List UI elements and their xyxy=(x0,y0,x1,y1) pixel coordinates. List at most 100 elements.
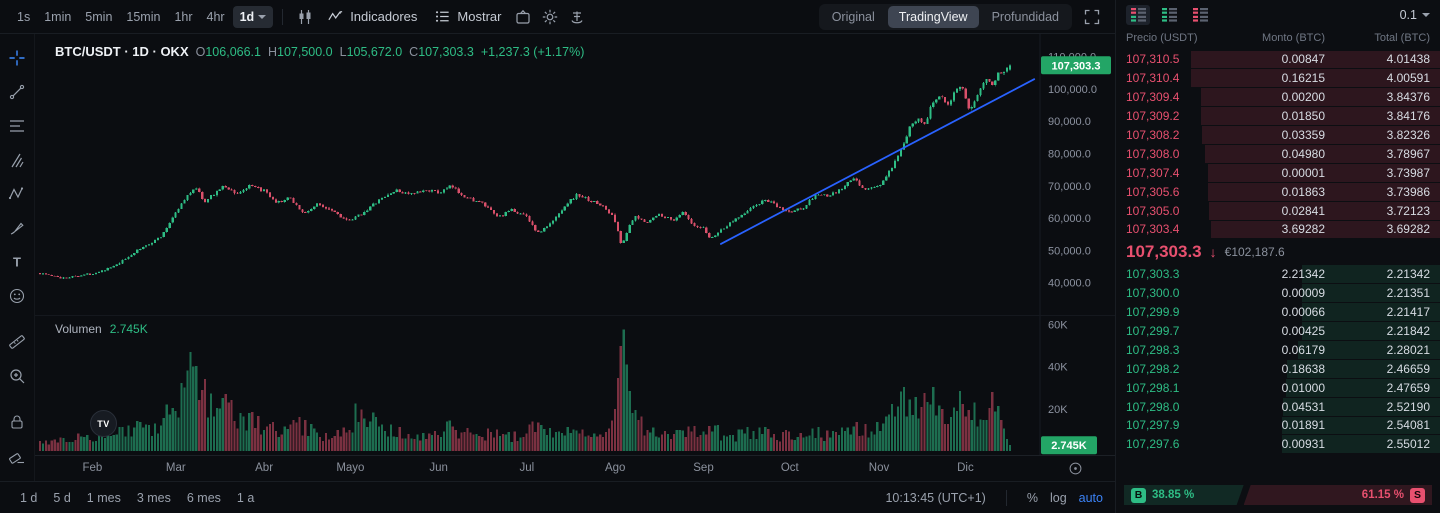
ask-total: 4.01438 xyxy=(1386,52,1430,67)
ask-row[interactable]: 107,309.4 0.00200 3.84376 xyxy=(1116,88,1440,107)
bid-total: 2.46659 xyxy=(1386,361,1430,376)
chart-toolbar: 1s 1min 5min 15min 1hr 4hr 1d Indicadores Mos… xyxy=(0,0,1115,34)
trendline-icon[interactable] xyxy=(5,80,29,104)
timeframe-1min[interactable]: 1min xyxy=(44,9,72,24)
range-1a[interactable]: 1 a xyxy=(236,490,255,505)
range-3mes[interactable]: 3 mes xyxy=(136,490,171,505)
anchor-icon[interactable] xyxy=(564,4,590,30)
time-label-Abr: Abr xyxy=(255,462,274,474)
ask-amount: 0.00200 xyxy=(1281,90,1325,105)
bid-price: 107,298.3 xyxy=(1126,342,1180,357)
drawing-toolbar: T xyxy=(0,34,35,481)
bid-row[interactable]: 107,298.2 0.18638 2.46659 xyxy=(1116,359,1440,378)
timeframe-active-button[interactable]: 1d xyxy=(232,5,274,28)
bid-row[interactable]: 107,297.9 0.01891 2.54081 xyxy=(1116,416,1440,435)
emoji-icon[interactable] xyxy=(5,284,29,308)
chart-type-candles-icon[interactable] xyxy=(292,4,318,30)
price-chart[interactable]: 110,000.0100,000.090,000.080,000.070,000… xyxy=(35,34,1115,315)
ask-price: 107,303.4 xyxy=(1126,222,1180,237)
sell-percent: 61.15 % xyxy=(1361,489,1404,501)
range-5d[interactable]: 5 d xyxy=(53,490,71,505)
timeframe-4hr[interactable]: 4hr xyxy=(206,9,225,24)
ask-row[interactable]: 107,310.4 0.16215 4.00591 xyxy=(1116,69,1440,88)
range-6mes[interactable]: 6 mes xyxy=(186,490,221,505)
tradingview-logo[interactable]: TV xyxy=(90,410,117,437)
ask-row[interactable]: 107,308.2 0.03359 3.82326 xyxy=(1116,126,1440,145)
bid-amount: 0.06179 xyxy=(1281,342,1325,357)
fib-retracement-icon[interactable] xyxy=(5,114,29,138)
col-price: Precio (USDT) xyxy=(1126,32,1198,44)
ask-row[interactable]: 107,308.0 0.04980 3.78967 xyxy=(1116,144,1440,163)
ask-row[interactable]: 107,305.0 0.02841 3.72123 xyxy=(1116,201,1440,220)
lock-icon[interactable] xyxy=(5,410,29,434)
bid-amount: 0.01000 xyxy=(1281,380,1325,395)
ask-price: 107,308.0 xyxy=(1126,146,1180,161)
range-1mes[interactable]: 1 mes xyxy=(86,490,121,505)
range-list: 1 d 5 d 1 mes 3 mes 6 mes 1 a xyxy=(12,487,262,509)
ask-depth-bar xyxy=(1190,50,1440,69)
bid-row[interactable]: 107,300.0 0.00009 2.21351 xyxy=(1116,284,1440,303)
crosshair-icon[interactable] xyxy=(5,46,29,70)
show-button[interactable]: Mostrar xyxy=(426,4,509,29)
view-profundidad[interactable]: Profundidad xyxy=(991,9,1059,24)
ask-row[interactable]: 107,307.4 0.00001 3.73987 xyxy=(1116,163,1440,182)
bid-price: 107,298.0 xyxy=(1126,399,1180,414)
bid-row[interactable]: 107,298.3 0.06179 2.28021 xyxy=(1116,340,1440,359)
timeframe-1hr[interactable]: 1hr xyxy=(174,9,193,24)
bid-row[interactable]: 107,298.0 0.04531 2.52190 xyxy=(1116,397,1440,416)
ask-total: 3.73987 xyxy=(1386,165,1430,180)
bid-row[interactable]: 107,299.9 0.00066 2.21417 xyxy=(1116,303,1440,322)
bid-row[interactable]: 107,298.1 0.01000 2.47659 xyxy=(1116,378,1440,397)
pitchfork-icon[interactable] xyxy=(5,148,29,172)
ask-amount: 0.04980 xyxy=(1281,146,1325,161)
bid-row[interactable]: 107,299.7 0.00425 2.21842 xyxy=(1116,322,1440,341)
time-label-Mayo: Mayo xyxy=(336,462,365,474)
timeframe-5min[interactable]: 5min xyxy=(85,9,113,24)
bid-price: 107,303.3 xyxy=(1126,267,1180,282)
volume-chart[interactable]: 60K 40K 20K 2.745K xyxy=(35,315,1115,455)
ask-row[interactable]: 107,305.6 0.01863 3.73986 xyxy=(1116,182,1440,201)
ask-total: 3.73986 xyxy=(1386,184,1430,199)
ask-depth-bar xyxy=(1204,144,1440,163)
chart-panes[interactable]: 110,000.0100,000.090,000.080,000.070,000… xyxy=(35,34,1115,481)
book-mode-asks-icon[interactable] xyxy=(1188,5,1212,25)
range-1d[interactable]: 1 d xyxy=(20,490,38,505)
col-amount: Monto (BTC) xyxy=(1262,32,1325,44)
view-tradingview[interactable]: TradingView xyxy=(887,5,979,28)
ask-row[interactable]: 107,303.4 3.69282 3.69282 xyxy=(1116,220,1440,239)
ask-row[interactable]: 107,310.5 0.00847 4.01438 xyxy=(1116,50,1440,69)
view-original[interactable]: Original xyxy=(831,9,875,24)
timeframe-1s[interactable]: 1s xyxy=(17,9,31,24)
bid-price: 107,298.1 xyxy=(1126,380,1180,395)
bid-price: 107,300.0 xyxy=(1126,286,1180,301)
fullscreen-icon[interactable] xyxy=(1079,4,1105,30)
time-axis[interactable]: Feb Mar Abr Mayo Jun Jul Ago Sep Oct Nov Dic xyxy=(35,455,1115,481)
active-timeframe-label: 1d xyxy=(239,9,255,24)
last-price-row[interactable]: 107,303.3 ↓ €102,187.6 xyxy=(1116,239,1440,265)
log-scale-button[interactable]: log xyxy=(1049,490,1067,505)
bid-row[interactable]: 107,297.6 0.00931 2.55012 xyxy=(1116,435,1440,454)
auto-scale-button[interactable]: auto xyxy=(1078,490,1103,505)
bid-amount: 0.00931 xyxy=(1281,437,1325,452)
brush-icon[interactable] xyxy=(5,216,29,240)
pattern-icon[interactable] xyxy=(5,182,29,206)
eraser-icon[interactable] xyxy=(5,444,29,468)
ask-row[interactable]: 107,309.2 0.01850 3.84176 xyxy=(1116,107,1440,126)
indicators-button[interactable]: Indicadores xyxy=(319,4,425,29)
bid-row[interactable]: 107,303.3 2.21342 2.21342 xyxy=(1116,265,1440,284)
book-mode-both-icon[interactable] xyxy=(1126,5,1150,25)
timeframe-15min[interactable]: 15min xyxy=(126,9,161,24)
buy-percent: 38.85 % xyxy=(1152,489,1195,501)
settings-gear-icon[interactable] xyxy=(537,4,563,30)
zoom-icon[interactable] xyxy=(5,364,29,388)
book-mode-bids-icon[interactable] xyxy=(1157,5,1181,25)
divider xyxy=(282,8,284,25)
snapshot-icon[interactable] xyxy=(510,4,536,30)
percent-scale-button[interactable]: % xyxy=(1026,490,1038,505)
precision-dropdown[interactable]: 0.1 xyxy=(1400,8,1430,22)
low-label: L xyxy=(339,45,347,59)
ruler-icon[interactable] xyxy=(5,330,29,354)
time-axis-settings-icon[interactable] xyxy=(1068,461,1083,476)
text-icon[interactable]: T xyxy=(5,250,29,274)
ask-total: 3.78967 xyxy=(1386,146,1430,161)
